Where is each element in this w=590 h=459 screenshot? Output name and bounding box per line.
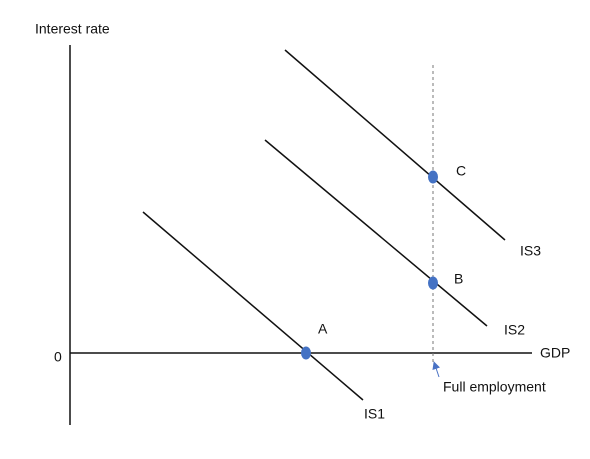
- point-label: C: [456, 163, 466, 179]
- curve-label: IS2: [504, 322, 525, 338]
- is-curve: [142, 211, 364, 401]
- point: [428, 276, 438, 290]
- curve-label: IS3: [520, 243, 541, 259]
- annotation: Full employment: [443, 379, 546, 395]
- curve-label: IS1: [364, 406, 385, 422]
- x-axis-label: GDP: [540, 345, 570, 361]
- is-curve: [264, 139, 488, 327]
- arrow: [432, 361, 441, 378]
- point-label: A: [318, 321, 328, 337]
- is-curve: [284, 49, 506, 241]
- y-axis-label: Interest rate: [35, 21, 110, 37]
- point-label: B: [454, 271, 463, 287]
- point: [301, 346, 311, 360]
- origin-label: 0: [54, 349, 62, 365]
- point: [428, 170, 438, 184]
